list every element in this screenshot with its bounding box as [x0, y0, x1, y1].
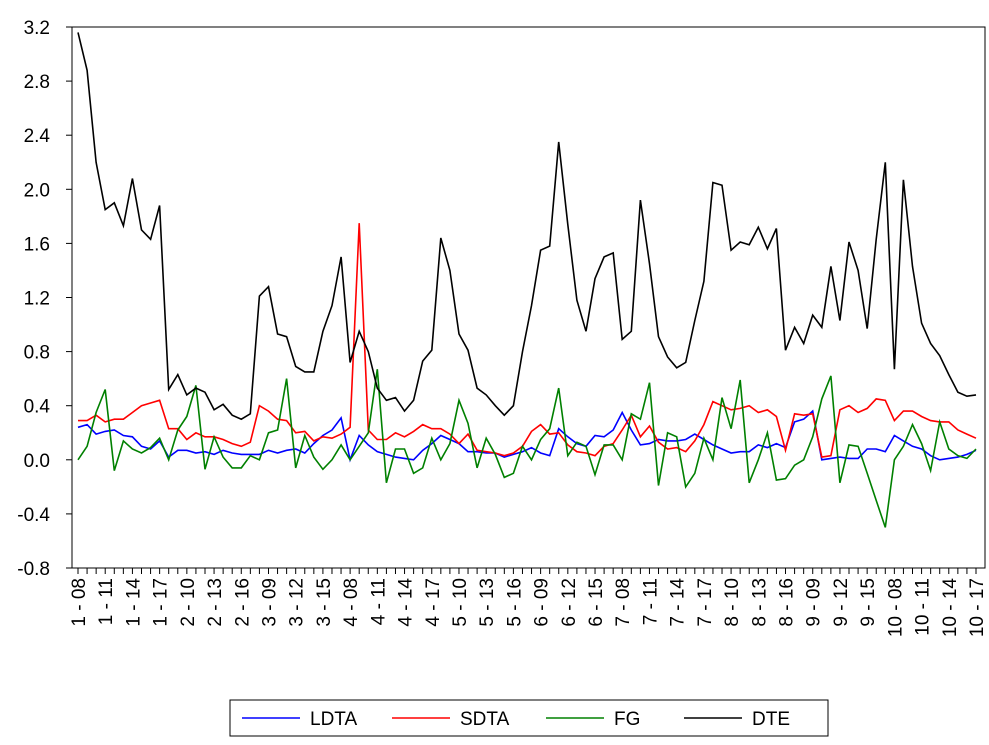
y-tick-label: 0.8: [24, 343, 50, 364]
y-tick-label: -0.8: [17, 559, 50, 580]
y-tick-label: 2.4: [24, 126, 51, 147]
x-tick-label: 4 - 17: [423, 578, 444, 627]
x-tick-label: 7 - 17: [695, 578, 716, 627]
x-tick-label: 7 - 11: [640, 578, 661, 625]
x-tick-label: 8 - 10: [722, 578, 743, 627]
y-tick-label: 0.0: [24, 451, 50, 472]
x-tick-label: 1 - 17: [151, 578, 172, 627]
x-tick-label: 1 - 11: [96, 578, 117, 625]
x-tick-label: 3 - 15: [314, 578, 335, 627]
x-tick-label: 2 - 13: [205, 578, 226, 627]
y-tick-label: 1.6: [24, 234, 50, 255]
y-tick-label: 0.4: [24, 397, 51, 418]
x-tick-label: 1 - 14: [123, 578, 144, 627]
x-tick-label: 3 - 12: [287, 578, 308, 627]
x-tick-label: 2 - 10: [178, 578, 199, 627]
y-tick-label: 1.2: [24, 289, 50, 310]
x-tick-label: 8 - 16: [777, 578, 798, 627]
legend-label: DTE: [752, 709, 790, 730]
y-tick-label: 2.0: [24, 180, 50, 201]
series-line: [78, 223, 977, 459]
x-tick-label: 10 - 08: [885, 578, 906, 637]
x-tick-label: 9 - 12: [831, 578, 852, 627]
x-tick-label: 10 - 17: [967, 578, 988, 637]
legend-label: FG: [614, 709, 640, 730]
x-tick-label: 3 - 09: [259, 578, 280, 627]
series-line: [77, 409, 977, 463]
x-tick-label: 5 - 10: [450, 578, 471, 627]
series-line: [77, 32, 977, 421]
series-line: [77, 369, 977, 528]
y-tick-label: 3.2: [24, 18, 50, 39]
x-tick-label: 10 - 11: [913, 578, 934, 636]
x-tick-label: 9 - 15: [858, 578, 879, 627]
x-tick-label: 6 - 12: [559, 578, 580, 627]
y-tick-label: -0.4: [17, 505, 50, 526]
x-tick-label: 9 - 09: [804, 578, 825, 627]
x-tick-label: 5 - 13: [477, 578, 498, 627]
legend-label: LDTA: [310, 709, 357, 730]
x-tick-label: 4 - 11: [368, 578, 389, 625]
x-tick-label: 5 - 16: [504, 578, 525, 627]
plot-frame: [71, 26, 986, 569]
legend-label: SDTA: [460, 709, 510, 730]
x-tick-label: 7 - 08: [613, 578, 634, 627]
x-tick-label: 10 - 14: [940, 578, 961, 638]
x-tick-label: 7 - 14: [668, 578, 689, 627]
x-tick-label: 8 - 13: [749, 578, 770, 627]
x-tick-label: 6 - 15: [586, 578, 607, 627]
x-tick-label: 1 - 08: [69, 578, 90, 627]
x-tick-label: 4 - 14: [396, 578, 417, 627]
y-tick-label: 2.8: [24, 72, 50, 93]
x-tick-label: 4 - 08: [341, 578, 362, 627]
x-tick-label: 2 - 16: [232, 578, 253, 627]
x-tick-label: 6 - 09: [532, 578, 553, 627]
